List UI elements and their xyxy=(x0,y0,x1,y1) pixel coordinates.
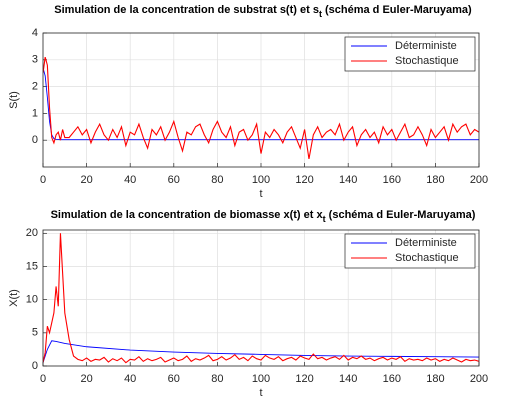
title-part: (schéma d Euler-Maruyama) xyxy=(322,4,472,16)
title-part: (schéma d Euler-Maruyama) xyxy=(326,209,476,221)
legend-label: Stochastique xyxy=(395,252,459,264)
legend-label: Déterministe xyxy=(395,40,457,52)
x-tick-label: 100 xyxy=(252,174,270,186)
x-tick-label: 0 xyxy=(40,373,46,385)
x-tick-label: 200 xyxy=(470,174,488,186)
x-tick-label: 40 xyxy=(124,373,136,385)
x-tick-label: 120 xyxy=(295,174,313,186)
x-tick-label: 180 xyxy=(426,373,444,385)
y-tick-label: 0 xyxy=(32,360,38,372)
x-tick-label: 20 xyxy=(80,174,92,186)
series-line xyxy=(43,233,479,364)
x-axis-label: t xyxy=(259,387,262,399)
x-tick-label: 180 xyxy=(426,174,444,186)
y-tick-label: 10 xyxy=(26,294,38,306)
axes-box xyxy=(42,32,480,168)
x-tick-label: 20 xyxy=(80,373,92,385)
x-axis-label: t xyxy=(259,188,262,200)
x-tick-label: 0 xyxy=(40,174,46,186)
y-axis-label: S(t) xyxy=(8,91,20,109)
x-tick-label: 140 xyxy=(339,174,357,186)
x-tick-label: 140 xyxy=(339,373,357,385)
y-tick-label: 20 xyxy=(26,227,38,239)
legend-label: Stochastique xyxy=(395,55,459,67)
y-axis-label: X(t) xyxy=(8,289,20,307)
x-tick-label: 120 xyxy=(295,373,313,385)
y-tick-label: 2 xyxy=(32,81,38,93)
title-part: Simulation de la concentration de substr… xyxy=(54,4,319,16)
x-tick-label: 160 xyxy=(383,373,401,385)
x-tick-label: 60 xyxy=(168,373,180,385)
x-tick-label: 100 xyxy=(252,373,270,385)
y-tick-label: 4 xyxy=(32,27,38,39)
legend-label: Déterministe xyxy=(395,237,457,249)
title-part: t xyxy=(319,9,322,19)
x-tick-label: 60 xyxy=(168,174,180,186)
series-line xyxy=(43,340,479,363)
x-tick-label: 160 xyxy=(383,174,401,186)
y-tick-label: 3 xyxy=(32,54,38,66)
chart-title: Simulation de la concentration de substr… xyxy=(54,4,472,19)
x-tick-label: 80 xyxy=(211,373,223,385)
series-line xyxy=(43,56,479,160)
x-tick-label: 40 xyxy=(124,174,136,186)
title-part: t xyxy=(323,214,326,224)
title-part: Simulation de la concentration de biomas… xyxy=(51,209,324,221)
y-tick-label: 0 xyxy=(32,134,38,146)
y-tick-label: 15 xyxy=(26,260,38,272)
chart-title: Simulation de la concentration de biomas… xyxy=(51,209,476,224)
x-tick-label: 200 xyxy=(470,373,488,385)
x-tick-label: 80 xyxy=(211,174,223,186)
y-tick-label: 5 xyxy=(32,327,38,339)
y-tick-label: 1 xyxy=(32,107,38,119)
axes-box xyxy=(42,229,480,367)
legend-box xyxy=(344,233,476,269)
series-line xyxy=(43,67,479,141)
legend-box xyxy=(344,36,476,72)
